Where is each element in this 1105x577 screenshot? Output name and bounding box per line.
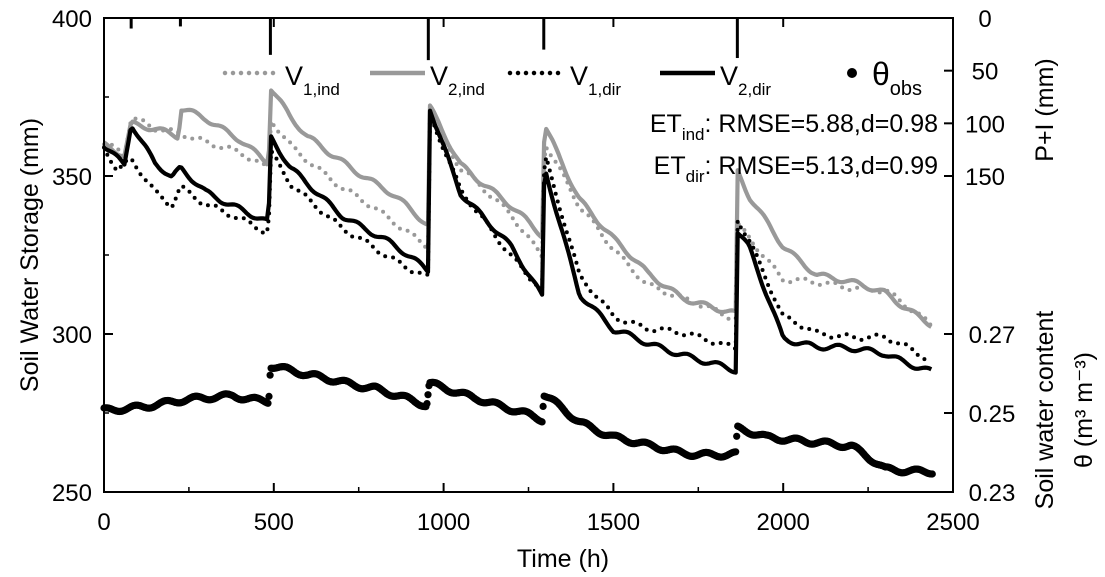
legend: V1,ind V2,ind V1,dir V2,dir θobs [222, 56, 922, 100]
y-left-tick-label: 250 [52, 480, 92, 507]
y-right-theta-axis-title-line2: θ (m³ m⁻³) [1070, 352, 1098, 468]
legend-marker [847, 68, 857, 78]
x-tick-label: 0 [97, 509, 110, 536]
series-line-v1-ind [102, 116, 934, 328]
x-axis-title: Time (h) [517, 545, 609, 573]
y-right-precip-axis-title: P+I (mm) [1031, 58, 1059, 161]
x-tick-label: 500 [254, 509, 294, 536]
theta-obs-point [265, 392, 273, 400]
y-left-tick-label: 350 [52, 164, 92, 191]
annotations: ETind: RMSE=5.88,d=0.98 ETdir: RMSE=5.13,… [650, 110, 938, 186]
theta-obs-point [928, 470, 936, 478]
theta-obs-point [538, 418, 546, 426]
legend-label: θobs [872, 56, 922, 100]
theta-obs-point [266, 371, 274, 379]
y-right-precip-tick-label: 50 [972, 59, 999, 86]
series-line-v2-dir [102, 108, 933, 375]
x-tick-label: 2500 [926, 509, 979, 536]
x-tick-label: 1500 [587, 509, 640, 536]
y-right-precip-tick-label: 100 [965, 111, 1005, 138]
y-right-precip-tick-label: 0 [978, 6, 991, 33]
series-line-v1-dir [102, 111, 934, 363]
x-tick-label: 1000 [417, 509, 470, 536]
y-left-axis-title: Soil Water Storage (mm) [16, 118, 44, 392]
legend-label: V1,ind [285, 61, 340, 99]
theta-obs-point [732, 448, 740, 456]
legend-label: V2,dir [720, 61, 771, 99]
y-right-theta-tick-label: 0.27 [969, 322, 1016, 349]
data-layer [100, 18, 936, 478]
theta-obs-point [424, 391, 432, 399]
y-right-theta-tick-label: 0.25 [969, 401, 1016, 428]
y-right-theta-tick-label: 0.23 [969, 480, 1016, 507]
stats-annotation: ETdir: RMSE=5.13,d=0.99 [654, 152, 938, 186]
x-tick-label: 2000 [757, 509, 810, 536]
legend-label: V2,ind [430, 61, 485, 99]
stats-annotation: ETind: RMSE=5.88,d=0.98 [650, 110, 938, 144]
y-right-theta-axis-title-line1: Soil water content [1031, 311, 1059, 510]
plot-frame [103, 17, 954, 493]
series-line-v2-ind [102, 88, 933, 329]
y-left-tick-label: 300 [52, 322, 92, 349]
y-left-tick-label: 400 [52, 6, 92, 33]
y-right-precip-tick-label: 150 [965, 164, 1005, 191]
axes-layer: 0 500 1000 1500 2000 2500 250 300 350 400 0 50 100 15… [16, 6, 1098, 573]
theta-obs-point [733, 432, 741, 440]
theta-obs-point [264, 399, 272, 407]
theta-obs-point [539, 402, 547, 410]
theta-obs-point [423, 400, 431, 408]
legend-label: V1,dir [570, 61, 621, 99]
